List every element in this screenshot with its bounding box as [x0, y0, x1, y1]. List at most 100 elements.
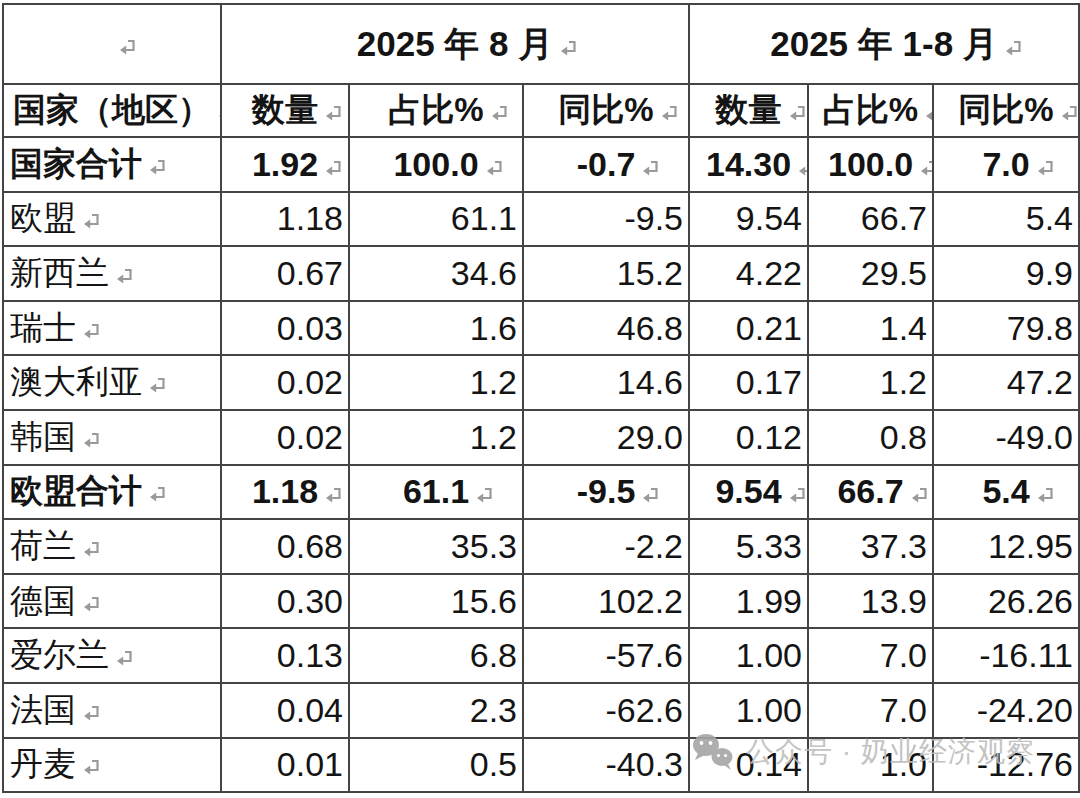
country-cell: 爱尔兰	[3, 628, 221, 683]
value-cell: 1.99	[689, 574, 808, 629]
value-cell: 15.2	[523, 246, 689, 301]
column-header-row: 国家（地区） 数量 占比% 同比% 数量 占比% 同比%	[3, 84, 1079, 137]
group-header-august: 2025 年 8 月	[221, 4, 689, 84]
value-cell: -40.3	[523, 738, 689, 793]
value-label: 1.2	[880, 363, 927, 401]
value-cell: 79.8	[933, 301, 1079, 356]
value-label: 9.54	[736, 199, 802, 237]
paragraph-mark-icon	[323, 158, 343, 178]
value-label: 102.2	[598, 582, 683, 620]
value-label: 5.33	[736, 527, 802, 565]
value-cell: 1.18	[221, 465, 349, 520]
value-label: 14.30	[706, 145, 791, 183]
value-label: -9.5	[577, 472, 636, 510]
value-label: 0.8	[880, 418, 927, 456]
country-label: 欧盟	[10, 199, 76, 236]
value-cell: 0.5	[349, 738, 523, 793]
value-cell: 12.95	[933, 519, 1079, 574]
value-cell: 9.9	[933, 246, 1079, 301]
column-header-label: 占比%	[823, 91, 918, 128]
value-label: 1.00	[736, 691, 802, 729]
paragraph-mark-icon	[909, 485, 929, 505]
value-cell: 100.0	[808, 137, 933, 192]
value-label: -12.76	[977, 745, 1073, 783]
country-cell: 瑞士	[3, 301, 221, 356]
value-cell: 5.4	[933, 192, 1079, 247]
value-label: 1.00	[736, 636, 802, 674]
country-cell: 韩国	[3, 410, 221, 465]
paragraph-mark-icon	[81, 321, 101, 341]
corner-cell	[3, 4, 221, 84]
value-cell: 0.03	[221, 301, 349, 356]
value-label: 0.67	[277, 254, 343, 292]
value-label: 0.17	[736, 363, 802, 401]
value-cell: -9.5	[523, 192, 689, 247]
value-label: -0.7	[577, 145, 636, 183]
value-cell: 1.2	[349, 410, 523, 465]
column-header-label: 同比%	[958, 91, 1053, 128]
group-header-august-label: 2025 年 8 月	[357, 24, 554, 63]
value-label: 37.3	[861, 527, 927, 565]
value-cell: -62.6	[523, 683, 689, 738]
paragraph-mark-icon	[117, 37, 137, 57]
country-label: 德国	[10, 582, 76, 619]
group-header-jan-aug-label: 2025 年 1-8 月	[770, 24, 998, 63]
value-label: 100.0	[393, 145, 478, 183]
value-cell: 47.2	[933, 355, 1079, 410]
paragraph-mark-icon	[787, 103, 807, 123]
value-label: -16.11	[979, 636, 1073, 674]
value-cell: 7.0	[808, 683, 933, 738]
country-row: 爱尔兰0.136.8-57.61.007.0-16.11	[3, 628, 1079, 683]
value-label: 66.7	[837, 472, 903, 510]
value-cell: -9.5	[523, 465, 689, 520]
paragraph-mark-icon	[923, 103, 933, 123]
value-cell: 1.0	[808, 738, 933, 793]
value-label: 7.0	[982, 145, 1029, 183]
value-label: 0.12	[736, 418, 802, 456]
value-cell: 66.7	[808, 192, 933, 247]
group-header-jan-aug: 2025 年 1-8 月	[689, 4, 1079, 84]
paragraph-mark-icon	[558, 38, 578, 58]
value-label: 5.4	[982, 472, 1029, 510]
export-data-table: 2025 年 8 月 2025 年 1-8 月 国家（地区） 数量 占比% 同比…	[2, 3, 1080, 793]
value-label: 15.6	[451, 582, 517, 620]
value-label: 0.5	[470, 745, 517, 783]
value-cell: -49.0	[933, 410, 1079, 465]
value-cell: 5.33	[689, 519, 808, 574]
value-cell: 0.21	[689, 301, 808, 356]
country-label: 新西兰	[10, 254, 109, 291]
value-label: 100.0	[828, 145, 913, 183]
country-cell: 丹麦	[3, 738, 221, 793]
value-label: 0.30	[277, 582, 343, 620]
value-cell: 1.6	[349, 301, 523, 356]
column-header-qty-janaug: 数量	[689, 84, 808, 137]
value-cell: 7.0	[808, 628, 933, 683]
value-cell: 0.8	[808, 410, 933, 465]
column-header-label: 同比%	[558, 91, 653, 128]
value-label: 1.18	[277, 199, 343, 237]
paragraph-mark-icon	[147, 157, 167, 177]
value-cell: -24.20	[933, 683, 1079, 738]
value-label: 47.2	[1007, 363, 1073, 401]
value-cell: 0.68	[221, 519, 349, 574]
value-cell: -0.7	[523, 137, 689, 192]
value-cell: 0.01	[221, 738, 349, 793]
paragraph-mark-icon	[640, 485, 660, 505]
country-cell: 欧盟	[3, 192, 221, 247]
value-cell: 14.6	[523, 355, 689, 410]
value-label: 66.7	[861, 199, 927, 237]
country-label: 爱尔兰	[10, 636, 109, 673]
value-cell: 7.0	[933, 137, 1079, 192]
country-row: 荷兰0.6835.3-2.25.3337.312.95	[3, 519, 1079, 574]
value-cell: 5.4	[933, 465, 1079, 520]
paragraph-mark-icon	[474, 485, 494, 505]
country-cell: 新西兰	[3, 246, 221, 301]
value-label: 0.01	[277, 745, 343, 783]
value-cell: 0.02	[221, 410, 349, 465]
value-label: 12.95	[988, 527, 1073, 565]
country-cell: 国家合计	[3, 137, 221, 192]
country-row: 新西兰0.6734.615.24.2229.59.9	[3, 246, 1079, 301]
country-label: 法国	[10, 691, 76, 728]
value-cell: 15.6	[349, 574, 523, 629]
value-cell: 1.2	[349, 355, 523, 410]
